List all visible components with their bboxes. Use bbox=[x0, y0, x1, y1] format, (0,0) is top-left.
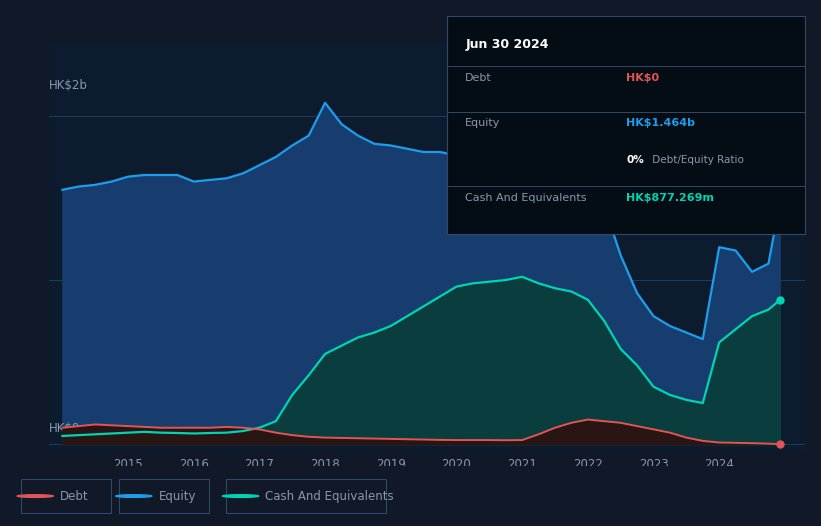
Text: Equity: Equity bbox=[158, 490, 196, 502]
Text: HK$1.464b: HK$1.464b bbox=[626, 118, 695, 128]
Text: HK$0: HK$0 bbox=[48, 422, 80, 435]
Text: Cash And Equivalents: Cash And Equivalents bbox=[265, 490, 394, 502]
Text: Debt: Debt bbox=[466, 73, 492, 83]
Text: HK$877.269m: HK$877.269m bbox=[626, 193, 714, 203]
Circle shape bbox=[222, 495, 259, 498]
Circle shape bbox=[17, 495, 53, 498]
Text: Jun 30 2024: Jun 30 2024 bbox=[466, 38, 548, 50]
Circle shape bbox=[116, 495, 152, 498]
Text: Debt: Debt bbox=[60, 490, 89, 502]
Text: HK$2b: HK$2b bbox=[48, 79, 87, 92]
Text: Cash And Equivalents: Cash And Equivalents bbox=[466, 193, 587, 203]
Text: Debt/Equity Ratio: Debt/Equity Ratio bbox=[649, 156, 744, 166]
Text: Equity: Equity bbox=[466, 118, 501, 128]
Text: 0%: 0% bbox=[626, 156, 644, 166]
Text: HK$0: HK$0 bbox=[626, 73, 659, 83]
